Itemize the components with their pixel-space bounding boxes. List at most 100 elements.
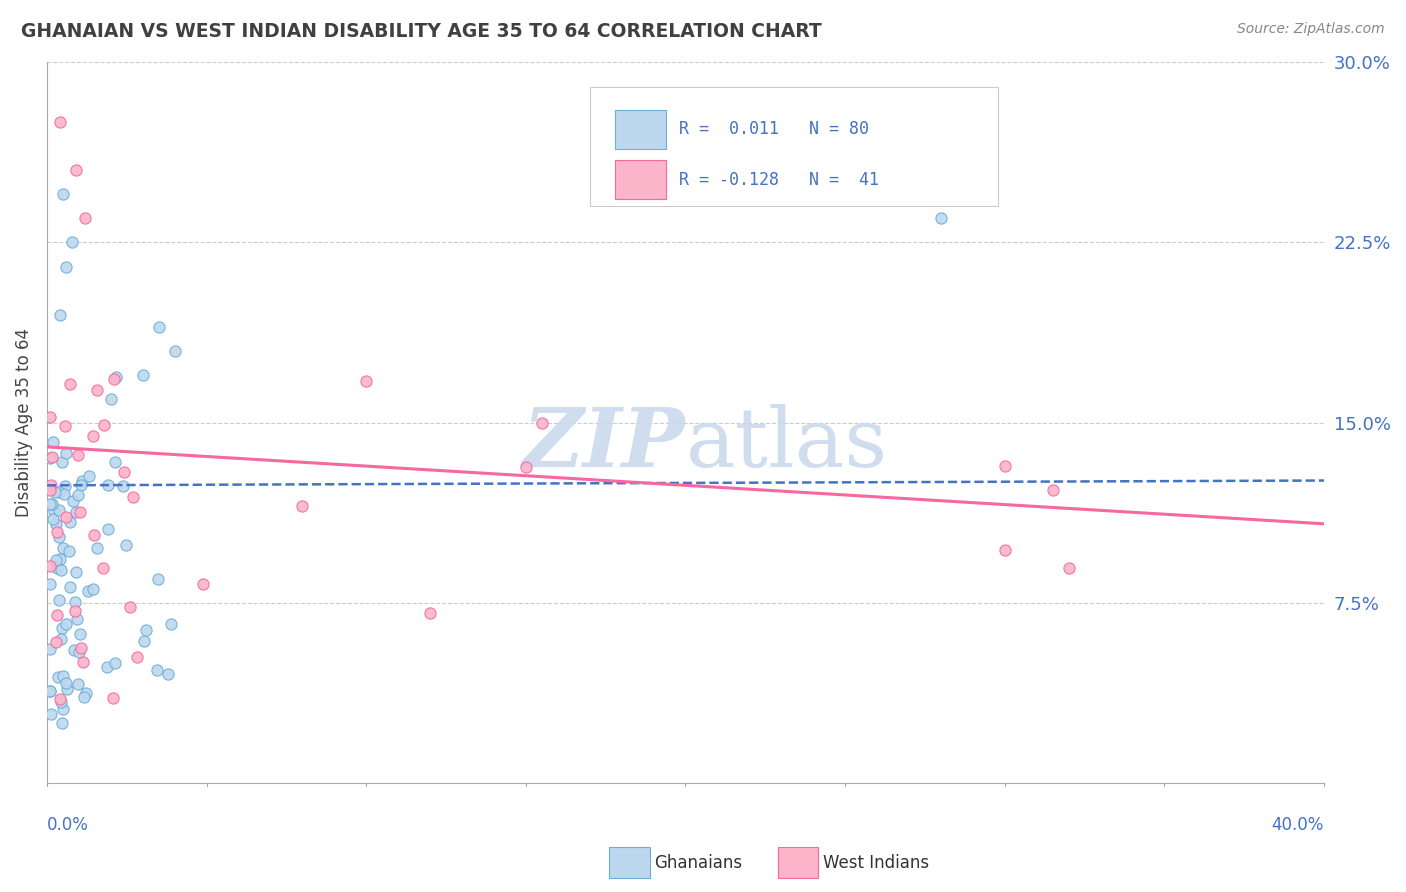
- Point: [39, 706, 62, 721]
- Point: [65, 604, 87, 618]
- Point: [65, 565, 87, 579]
- Point: [65, 505, 87, 519]
- Point: [72, 475, 94, 489]
- Point: [55, 446, 77, 460]
- Text: West Indians: West Indians: [823, 854, 928, 871]
- Point: [51, 455, 73, 469]
- Point: [419, 606, 441, 620]
- Point: [82, 429, 104, 443]
- Point: [41, 450, 63, 464]
- Point: [39, 683, 62, 698]
- Point: [48, 308, 70, 322]
- Text: R =  0.011   N = 80: R = 0.011 N = 80: [679, 120, 869, 138]
- Point: [69, 504, 91, 518]
- Point: [48, 692, 70, 706]
- FancyBboxPatch shape: [589, 87, 998, 206]
- Point: [70, 641, 93, 656]
- Point: [112, 479, 135, 493]
- FancyBboxPatch shape: [616, 110, 666, 149]
- Point: [51, 715, 73, 730]
- Text: R = -0.128   N =  41: R = -0.128 N = 41: [679, 170, 879, 189]
- Point: [39, 478, 62, 492]
- Point: [39, 483, 62, 498]
- Point: [159, 616, 181, 631]
- Point: [49, 552, 72, 566]
- Point: [70, 477, 93, 491]
- Point: [62, 493, 84, 508]
- Point: [39, 576, 62, 591]
- Point: [45, 552, 67, 566]
- Point: [122, 490, 145, 504]
- Point: [48, 115, 70, 129]
- Point: [67, 645, 90, 659]
- Point: [93, 417, 115, 432]
- Point: [75, 685, 97, 699]
- Point: [63, 595, 86, 609]
- Point: [39, 559, 62, 574]
- Point: [41, 498, 63, 512]
- Point: [52, 702, 75, 716]
- Text: Source: ZipAtlas.com: Source: ZipAtlas.com: [1237, 22, 1385, 37]
- Point: [67, 448, 90, 462]
- Point: [45, 561, 67, 575]
- Point: [51, 621, 73, 635]
- Point: [53, 479, 76, 493]
- Point: [53, 487, 76, 501]
- Text: ZIP: ZIP: [523, 404, 685, 484]
- Point: [49, 564, 72, 578]
- Point: [103, 656, 125, 670]
- Point: [157, 666, 180, 681]
- Point: [72, 655, 94, 669]
- Point: [86, 383, 108, 397]
- Point: [146, 663, 169, 677]
- Point: [994, 459, 1017, 474]
- Text: atlas: atlas: [685, 404, 887, 484]
- Point: [929, 211, 952, 226]
- Point: [39, 684, 62, 698]
- Point: [73, 690, 96, 704]
- Point: [120, 599, 142, 614]
- Point: [66, 677, 89, 691]
- Point: [49, 696, 72, 710]
- Point: [56, 682, 79, 697]
- Point: [146, 572, 169, 586]
- Point: [125, 650, 148, 665]
- Text: Ghanaians: Ghanaians: [654, 854, 742, 871]
- Point: [1042, 483, 1064, 497]
- Point: [291, 499, 314, 513]
- Point: [82, 582, 104, 596]
- Point: [55, 260, 77, 274]
- Point: [62, 235, 84, 250]
- Point: [55, 509, 77, 524]
- Point: [48, 593, 70, 607]
- Point: [44, 485, 66, 500]
- Point: [163, 343, 186, 358]
- Point: [46, 607, 69, 622]
- Point: [91, 561, 114, 575]
- Text: 0.0%: 0.0%: [46, 816, 89, 834]
- Text: GHANAIAN VS WEST INDIAN DISABILITY AGE 35 TO 64 CORRELATION CHART: GHANAIAN VS WEST INDIAN DISABILITY AGE 3…: [21, 22, 823, 41]
- Point: [59, 376, 82, 391]
- Point: [148, 319, 170, 334]
- Point: [39, 409, 62, 424]
- Point: [59, 580, 82, 594]
- Point: [354, 374, 377, 388]
- Point: [104, 455, 127, 469]
- Point: [39, 496, 62, 510]
- Point: [42, 434, 65, 449]
- Point: [55, 616, 77, 631]
- Point: [104, 369, 127, 384]
- Point: [97, 478, 120, 492]
- Point: [77, 468, 100, 483]
- Point: [55, 676, 77, 690]
- Point: [994, 543, 1017, 558]
- Point: [49, 632, 72, 646]
- Point: [103, 371, 125, 385]
- Point: [63, 643, 86, 657]
- FancyBboxPatch shape: [616, 161, 666, 199]
- Point: [45, 635, 67, 649]
- Point: [530, 416, 553, 430]
- Point: [58, 543, 80, 558]
- Point: [67, 488, 90, 502]
- Point: [48, 530, 70, 544]
